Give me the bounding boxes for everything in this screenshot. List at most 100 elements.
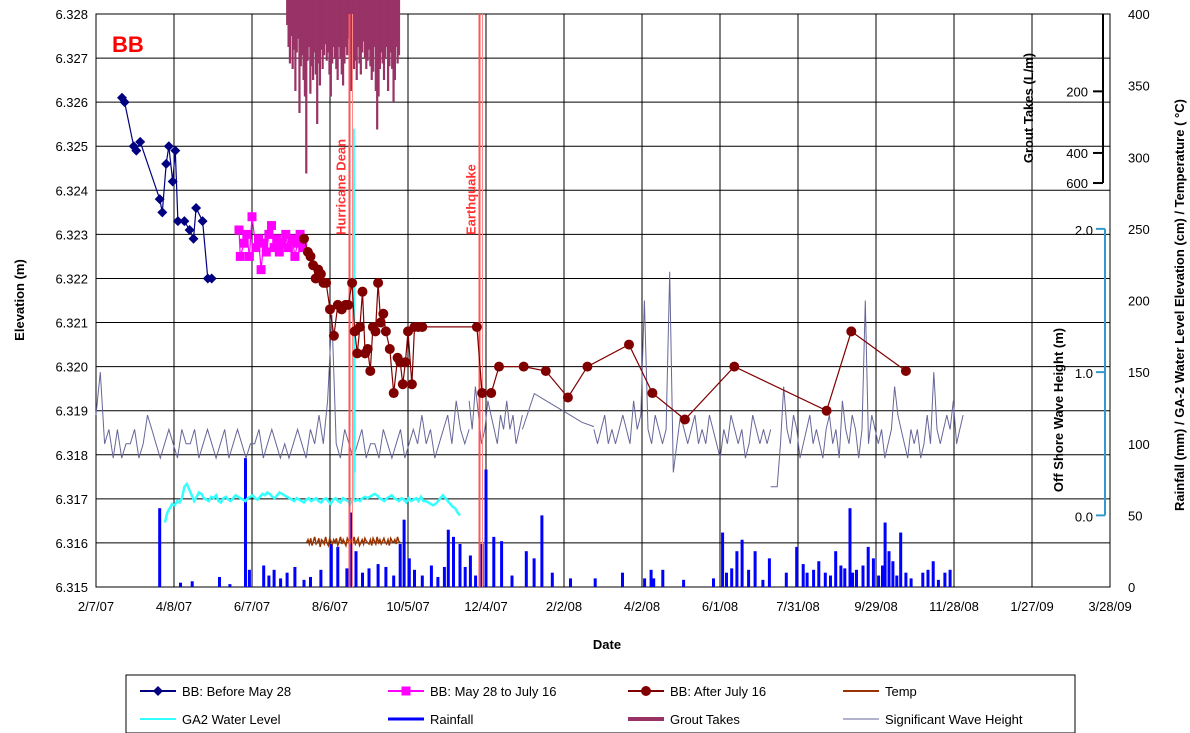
rainfall-bar <box>158 508 162 587</box>
rainfall-bar <box>866 546 870 587</box>
diamond-marker <box>161 158 172 169</box>
water-level-spike <box>352 128 356 499</box>
rainfall-bar <box>309 576 312 587</box>
rainfall-bar <box>349 512 353 587</box>
grout-take-bar <box>350 0 353 91</box>
wave-tick-label: 1.0 <box>1075 366 1093 381</box>
rainfall-bar <box>817 561 821 587</box>
rainfall-bar <box>834 551 838 587</box>
grout-take-bar <box>331 0 334 64</box>
circle-marker <box>518 361 529 372</box>
grout-take-bar <box>371 0 375 72</box>
rainfall-bar <box>463 566 467 587</box>
rainfall-bar <box>436 576 440 587</box>
wave-height-line <box>95 314 470 460</box>
circle-marker <box>486 388 497 399</box>
rainfall-bar <box>936 579 940 587</box>
rainfall-bar <box>805 572 809 587</box>
rainfall-bar <box>753 551 757 587</box>
right-tick-label: 50 <box>1128 508 1142 523</box>
rainfall-bar <box>735 551 739 587</box>
grout-take-bar <box>325 0 328 61</box>
grout-tick-label: 400 <box>1066 146 1088 161</box>
grout-take-bar <box>382 0 386 80</box>
grout-take-bar <box>312 0 315 80</box>
circle-marker <box>375 317 386 328</box>
temperature-line <box>305 535 401 549</box>
wave-axis-title: Off Shore Wave Height (m) <box>1051 328 1066 492</box>
square-marker <box>272 234 282 244</box>
y-tick-label: 6.321 <box>55 316 88 331</box>
diamond-marker <box>154 194 165 205</box>
grout-take-bar <box>316 0 319 124</box>
rainfall-bar <box>721 532 725 587</box>
rainfall-bar <box>761 579 765 587</box>
rainfall-layer <box>158 458 952 587</box>
rainfall-bar <box>682 579 686 587</box>
right-tick-label: 250 <box>1128 222 1150 237</box>
rainfall-bar <box>367 568 371 587</box>
grout-take-bar <box>366 0 369 61</box>
rainfall-bar <box>851 572 855 587</box>
circle-marker <box>354 321 365 332</box>
rainfall-bar <box>285 572 289 587</box>
rainfall-bar <box>524 551 528 587</box>
grout-take-bar <box>305 0 308 174</box>
legend-label: Grout Takes <box>670 712 740 727</box>
square-marker <box>401 686 411 696</box>
circle-marker <box>373 277 384 288</box>
rainfall-bar <box>569 578 572 587</box>
rainfall-bar <box>392 575 396 587</box>
rainfall-bar <box>442 566 446 587</box>
rainfall-bar <box>593 578 597 587</box>
grout-tick-label: 200 <box>1066 84 1088 99</box>
grout-take-bar <box>370 0 373 80</box>
rainfall-bar <box>540 515 544 587</box>
grout-take-bar <box>380 0 383 53</box>
rainfall-bar <box>492 536 496 587</box>
rainfall-bar <box>407 558 411 587</box>
right-tick-label: 200 <box>1128 294 1150 309</box>
diamond-marker <box>197 216 208 227</box>
grout-take-bar <box>355 0 358 80</box>
grout-take-bar <box>297 0 300 39</box>
diamond-marker <box>131 145 142 156</box>
rainfall-bar <box>904 572 908 587</box>
square-marker <box>267 221 276 231</box>
x-tick-label: 11/28/08 <box>929 599 979 614</box>
rainfall-bar <box>909 578 913 587</box>
circle-marker <box>380 326 391 337</box>
grout-take-bar <box>291 0 294 69</box>
y-tick-label: 6.315 <box>55 580 88 595</box>
temperature-layer <box>305 535 401 549</box>
grout-take-bar <box>391 0 394 69</box>
rainfall-bar <box>190 581 194 587</box>
grout-take-bar <box>378 0 382 69</box>
square-marker <box>274 247 284 257</box>
circle-marker <box>365 366 376 377</box>
legend-label: GA2 Water Level <box>182 712 281 727</box>
rainfall-bar <box>354 551 358 587</box>
y-tick-label: 6.320 <box>55 360 88 375</box>
rainfall-bar <box>429 565 433 587</box>
grout-take-bar <box>286 0 289 25</box>
grout-take-bar <box>318 0 322 86</box>
square-marker <box>283 243 293 253</box>
grout-take-bar <box>352 0 356 69</box>
circle-marker <box>400 357 411 368</box>
rainfall-bar <box>725 572 728 587</box>
rainfall-bar <box>302 579 306 587</box>
rainfall-bar <box>500 541 504 587</box>
circle-marker <box>357 286 368 297</box>
rainfall-bar <box>402 519 406 587</box>
rainfall-bar <box>943 572 947 587</box>
circle-marker <box>321 277 332 288</box>
circle-marker <box>378 308 389 319</box>
right-tick-label: 150 <box>1128 365 1150 380</box>
rainfall-bar <box>329 544 333 587</box>
rainfall-bar <box>887 551 891 587</box>
circle-marker <box>328 330 339 341</box>
grout-take-bar <box>298 0 301 113</box>
grout-take-bar <box>329 0 332 97</box>
rainfall-bar <box>784 572 788 587</box>
